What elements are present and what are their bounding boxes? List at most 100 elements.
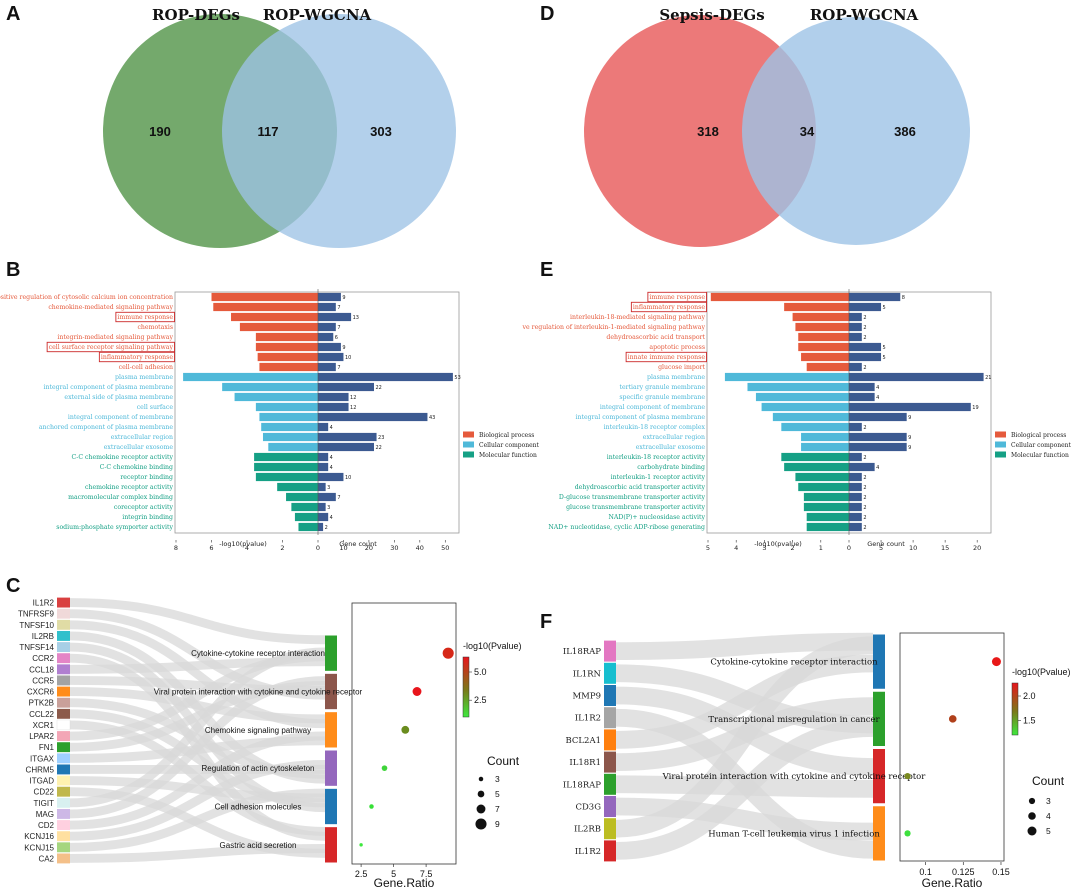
go-b-xlabel-left: -log10(pvalue) [219,540,266,548]
gene-label: ITGAD [30,777,55,786]
x-tick-label: 10 [909,544,917,552]
count-legend-label: 3 [495,774,500,784]
gene-node [57,619,70,630]
count-bar [318,302,336,312]
kegg-c-count-title: Count [487,754,520,768]
gene-node [57,664,70,675]
panel-label-c: C [6,575,20,597]
gene-label: IL1R2 [575,847,601,857]
count-label: 9 [342,345,345,351]
gene-label: PTK2B [29,699,54,708]
sankey-flow [69,687,326,724]
count-legend-dot [1028,797,1036,805]
gene-node [57,675,70,686]
pvalue-bar [795,472,849,482]
venn-a-left-title: ROP-DEGs [152,6,240,24]
pvalue-bar [261,422,318,432]
sankey-flow [69,676,326,819]
sankey-flow [615,654,874,749]
legend-swatch [463,451,474,458]
term-highlight-box [647,291,707,303]
count-label: 23 [378,435,384,441]
pvalue-bar [298,522,318,532]
count-bar [318,512,329,522]
gene-label: KCNJ15 [24,843,54,852]
term-label: innate immune response [628,354,706,361]
count-bar [849,452,862,462]
gene-label: CXCR6 [27,688,55,697]
count-legend-label: 9 [495,819,500,829]
count-label: 2 [863,455,866,461]
x-tick-label: 15 [941,544,949,552]
count-label: 4 [330,515,333,521]
legend-label: Cellular component [1011,442,1072,449]
gene-node [57,797,70,808]
count-bar [849,342,882,352]
count-label: 3 [327,505,330,511]
count-label: 2 [863,475,866,481]
term-label: interleukin-18 receptor activity [607,454,706,461]
count-legend-dot [478,776,484,782]
count-bar [849,412,907,422]
venn-diagram-a: ROP-DEGs ROP-WGCNA 190 117 303 [103,6,456,248]
term-label: macromolecular complex binding [68,494,173,501]
gene-label: MMP9 [572,692,601,702]
gene-node [57,831,70,842]
count-bar [318,462,329,472]
count-label: 4 [330,465,333,471]
count-label: 5 [883,305,886,311]
term-label: extracellular exosome [104,444,174,451]
pathway-label: Viral protein interaction with cytokine … [154,688,363,697]
colorbar-title: -log10(Pvalue) [463,641,522,651]
count-label: 3 [327,485,330,491]
pvalue-bar [801,352,849,362]
gene-label: IL1RN [573,669,602,679]
go-bar-chart-e: -log10(pvalue) Gene count 8 immune respon… [521,289,1072,552]
gene-label: TNFSF10 [19,621,54,630]
pvalue-bar [268,442,318,452]
panel-label-b: B [6,259,20,281]
count-bar [318,392,349,402]
count-bar [318,382,374,392]
gene-label: CD2 [38,821,55,830]
pathway-label: Cytokine-cytokine receptor interaction [710,658,878,668]
term-label: tertiary granule membrane [619,384,705,391]
count-label: 4 [876,395,879,401]
term-label: interleukin-1 receptor activity [611,474,706,481]
pvalue-bar [294,512,318,522]
pvalue-bar [806,362,849,372]
count-label: 12 [350,395,356,401]
pathway-node [325,788,337,825]
gene-label: TNFSF14 [19,643,54,652]
term-label: coreceptor activity [114,504,174,511]
count-bar [318,492,336,502]
gene-label: IL2RB [32,632,54,641]
gene-node [604,773,616,795]
go-e-xlabel-left: -log10(pvalue) [754,540,801,548]
gene-node [57,808,70,819]
gene-node [57,708,70,719]
count-label: 7 [337,305,340,311]
pvalue-bar [795,322,849,332]
term-highlight-box [98,351,175,363]
count-bar [318,422,329,432]
count-label: 8 [902,295,905,301]
pathway-dot [991,657,1001,667]
kegg-sankey-c: Gene.Ratio Count IL1R2 TNFRSF9 TNFSF10 IL2R… [18,597,522,890]
sankey-flow [69,760,326,841]
gene-node [57,630,70,641]
term-label: extracellular region [643,434,705,441]
count-bar [849,522,862,532]
x-tick-label: 20 [973,544,981,552]
term-label: extracellular exosome [636,444,706,451]
gene-label: IL18RAP [563,780,601,790]
gene-label: TNFRSF9 [18,610,55,619]
venn-a-overlap: 117 [258,124,279,139]
x-tick-label: 0.125 [952,867,975,877]
pathway-node [325,712,337,748]
pvalue-bar [784,302,849,312]
term-label: extracellular region [111,434,173,441]
term-highlight-box [625,351,707,363]
count-legend-label: 4 [1046,811,1051,821]
pathway-node [873,749,885,804]
